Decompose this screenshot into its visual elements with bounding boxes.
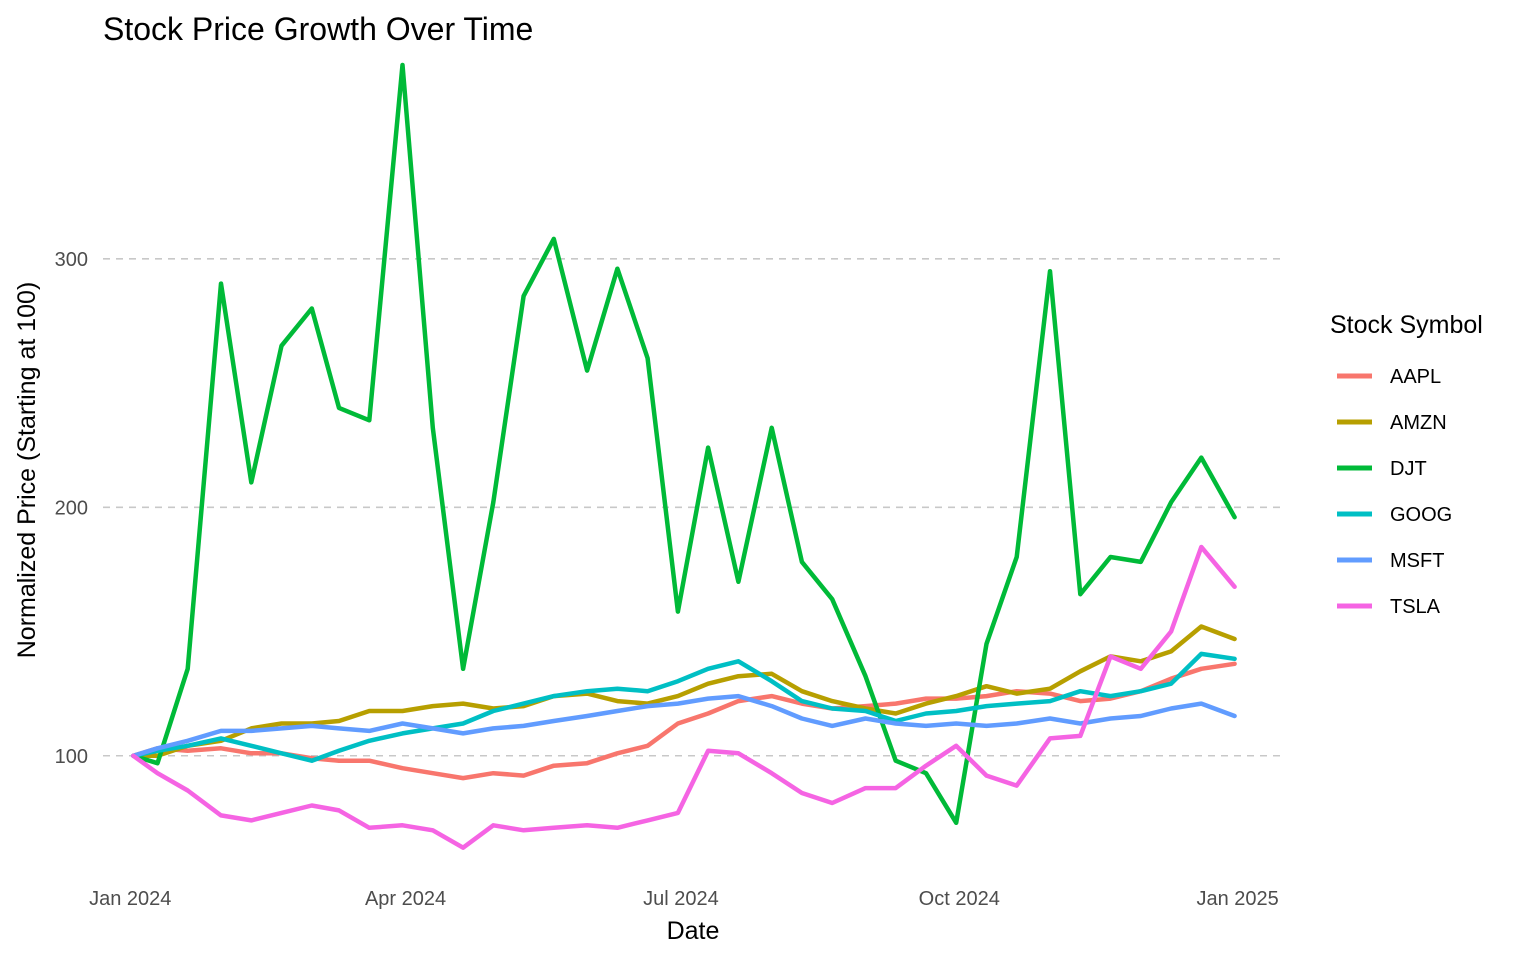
legend-label-amzn: AMZN — [1390, 412, 1447, 434]
series-line-amzn — [131, 624, 1237, 759]
legend: Stock Symbol AAPL AMZN DJT GOOG MSFT TSLA — [1330, 311, 1483, 618]
x-tick-label-1: Apr 2024 — [365, 888, 446, 910]
x-tick-label-3: Oct 2024 — [919, 888, 1000, 910]
series-line-djt — [131, 62, 1237, 826]
x-axis-ticks: Jan 2024 Apr 2024 Jul 2024 Oct 2024 Jan 2025 — [89, 888, 1279, 910]
x-tick-label-0: Jan 2024 — [89, 888, 171, 910]
x-axis-title: Date — [667, 917, 720, 945]
legend-label-djt: DJT — [1390, 458, 1427, 480]
series-line-tsla — [131, 544, 1237, 850]
gridlines — [103, 257, 1283, 757]
legend-label-aapl: AAPL — [1390, 366, 1441, 388]
legend-title: Stock Symbol — [1330, 311, 1483, 339]
series-lines — [131, 62, 1237, 850]
series-line-msft — [131, 693, 1237, 759]
legend-label-goog: GOOG — [1390, 504, 1452, 526]
series-line-aapl — [131, 661, 1237, 781]
series-line-goog — [131, 651, 1237, 763]
y-axis-title: Normalized Price (Starting at 100) — [13, 282, 41, 659]
y-tick-label-100: 100 — [55, 746, 88, 768]
legend-label-tsla: TSLA — [1390, 596, 1441, 618]
chart-title: Stock Price Growth Over Time — [103, 11, 533, 47]
y-tick-label-200: 200 — [55, 497, 88, 519]
x-tick-label-4: Jan 2025 — [1196, 888, 1278, 910]
y-tick-label-300: 300 — [55, 249, 88, 271]
x-tick-label-2: Jul 2024 — [643, 888, 719, 910]
y-axis-ticks: 100 200 300 — [55, 249, 88, 768]
legend-label-msft: MSFT — [1390, 550, 1444, 572]
